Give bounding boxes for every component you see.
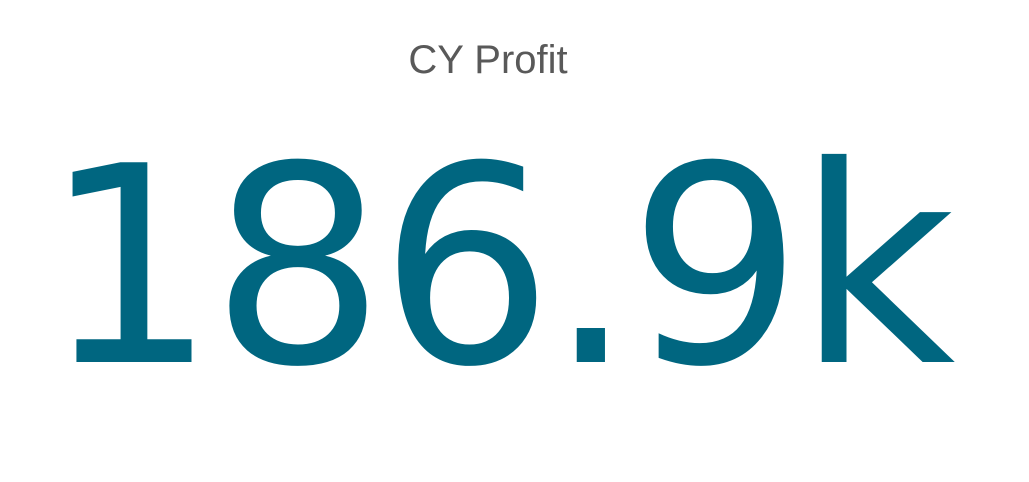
kpi-title: CY Profit (408, 38, 568, 82)
kpi-value: 186.9k (42, 108, 955, 427)
